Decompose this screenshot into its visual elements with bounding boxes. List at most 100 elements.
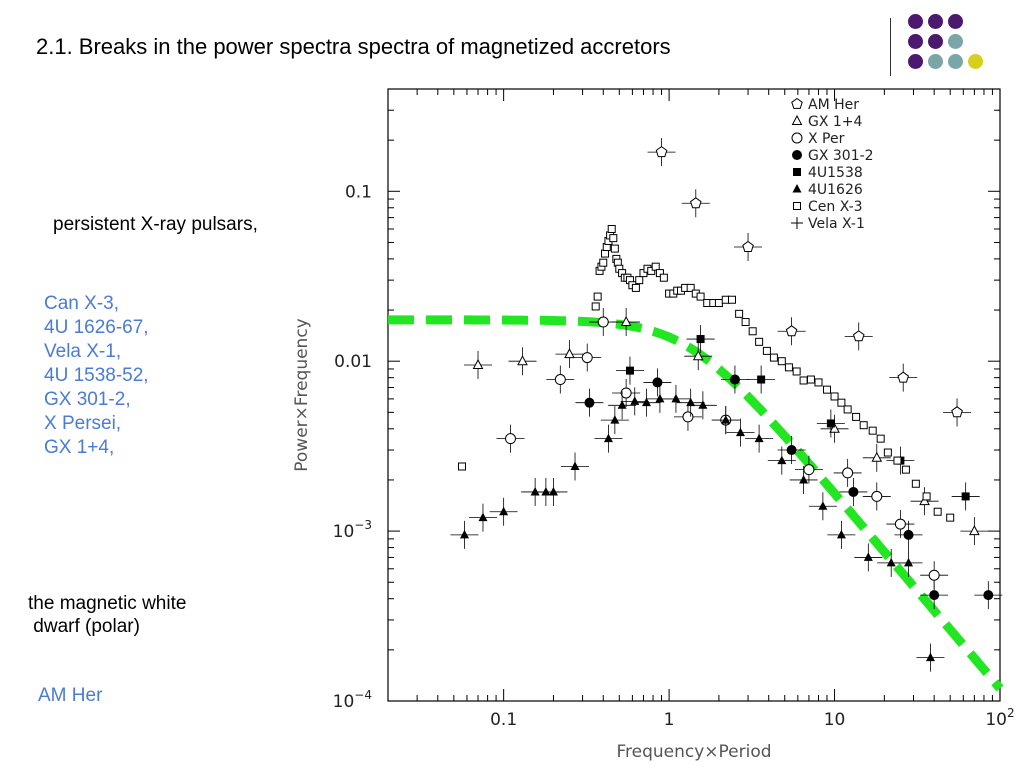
data-point [929,590,940,601]
data-point [690,197,702,209]
y-tick-label: 0.01 [334,352,372,372]
data-point [901,465,910,474]
data-point [607,224,616,233]
data-point [784,363,793,372]
data-point [741,318,750,327]
data-point [852,330,865,342]
decorative-dot [948,54,963,69]
data-point [504,433,516,445]
data-point [610,415,620,424]
data-point [652,377,663,388]
data-point [792,184,802,193]
data-point [803,464,815,476]
data-point [641,397,651,407]
y-tick-label: 10−3 [333,518,372,542]
data-point [603,433,613,443]
data-point [570,461,580,470]
decorative-dot-grid [908,14,1008,84]
data-point [457,462,466,471]
data-point [597,316,609,328]
data-point [581,352,593,364]
legend-label: 4U1538 [808,165,863,181]
data-point [848,486,859,497]
title-divider [890,18,891,76]
data-point [806,375,815,384]
data-point [893,456,902,465]
data-point [748,327,757,336]
data-point [659,273,668,282]
data-point [792,150,802,160]
data-point [714,299,723,308]
power-spectra-chart: 0.1 1 10 102 10−4 10−3 0.01 0.1 Frequency×Period… [292,88,1015,762]
data-point [601,249,610,258]
data-point [499,506,509,516]
data-point [530,486,540,496]
decorative-dot [948,34,963,49]
data-point [631,283,640,292]
data-point [460,529,470,539]
decorative-dot [968,54,983,69]
data-point [651,262,660,271]
data-point [755,337,764,346]
legend-label: Cen X-3 [808,199,863,215]
data-point [742,240,754,252]
data-point [548,486,558,496]
data-point [843,405,852,414]
data-point [564,348,575,359]
data-point [919,495,930,506]
data-point [599,258,608,267]
data-point [822,385,831,394]
data-point [863,552,873,561]
data-point [883,448,892,457]
data-point [735,427,745,437]
data-point [609,234,618,243]
data-point [769,353,778,362]
data-point [818,501,828,510]
data-point [876,434,885,443]
data-point [721,415,731,424]
data-point [786,445,797,456]
data-point [655,393,665,403]
data-point [541,486,551,496]
data-point [728,295,737,304]
x-tick-label: 102 [985,706,1014,730]
data-point [894,518,906,530]
decorative-dot [908,34,923,49]
y-axis-label: Power×Frequency [292,318,312,471]
data-point [799,376,808,385]
legend-label: 4U1626 [808,182,863,198]
data-point [698,400,708,409]
y-tick-label-exponent: −4 [354,688,372,702]
pulsar-list: Can X-3, 4U 1626-67, Vela X-1, 4U 1538-52, G… [44,292,149,460]
pulsar-list-item: 4U 1626-67, [44,317,149,338]
data-point [829,422,840,433]
data-point [617,400,627,409]
data-point [610,244,619,253]
legend-label: GX 1+4 [808,114,863,130]
data-point [871,490,883,502]
data-point [842,467,854,479]
y-tick-label: 10−4 [333,688,372,712]
data-point [762,346,771,355]
data-point [735,309,744,318]
data-point [826,419,835,428]
x-tick-label: 0.1 [490,710,517,730]
data-point [792,367,801,376]
data-point [754,433,764,443]
x-tick-label: 10 [824,710,846,730]
data-point [859,421,868,430]
decorative-dot [948,14,963,29]
data-point [686,397,696,407]
decorative-dot [908,14,923,29]
data-point [671,393,681,403]
data-point [911,479,920,488]
data-point [814,378,823,387]
data-point [729,374,740,385]
decorative-dot [928,54,943,69]
data-point [478,512,488,522]
x-tick-label-exponent: 2 [1007,706,1015,720]
pulsar-list-item: Can X-3, [44,293,119,314]
data-point [591,302,600,311]
data-point [946,513,955,522]
data-point [696,335,705,344]
